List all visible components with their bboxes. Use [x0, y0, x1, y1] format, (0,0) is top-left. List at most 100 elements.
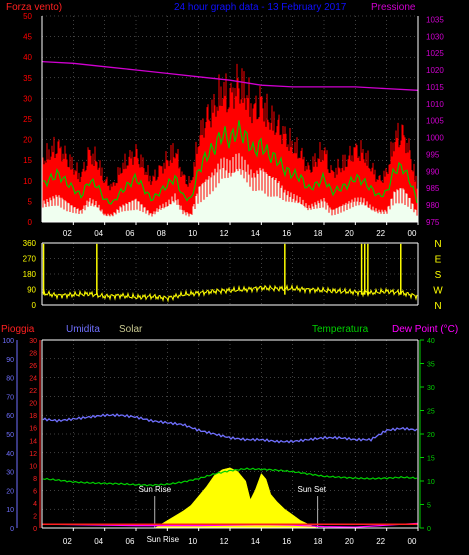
- humidity-tick-label: 10: [6, 507, 14, 514]
- x-tick-label: 18: [314, 537, 323, 546]
- temperature-line: [42, 467, 418, 487]
- direction-tick-label: 270: [23, 255, 37, 264]
- humidity-tick-label: 60: [6, 413, 14, 420]
- sunset-label: Sun Set: [297, 485, 326, 494]
- solar-area: [153, 467, 318, 529]
- humidity-tick-label: 50: [6, 432, 14, 439]
- rain-tick-label: 28: [29, 351, 37, 358]
- pressure-tick-label: 1035: [426, 15, 444, 24]
- wind-tick-label: 10: [23, 177, 32, 186]
- wind-avg-line: [42, 120, 418, 205]
- direction-tick-label: 180: [23, 270, 37, 279]
- temperature-tick-label: 10: [427, 479, 435, 486]
- pressure-tick-label: 990: [426, 167, 440, 176]
- rain-tick-label: 14: [29, 438, 37, 445]
- pressure-line: [41, 60, 419, 91]
- temperature-tick-label: 35: [427, 362, 435, 369]
- temperature-tick-label: 40: [427, 338, 435, 345]
- temperature-tick-label: 30: [427, 385, 435, 392]
- humidity-tick-label: 90: [6, 357, 14, 364]
- temperature-tick-label: 25: [427, 409, 435, 416]
- x-tick-label: 16: [282, 229, 291, 238]
- x-tick-label: 08: [157, 229, 166, 238]
- rain-tick-label: 6: [33, 488, 37, 495]
- pressure-tick-label: 1025: [426, 49, 444, 58]
- compass-label: S: [435, 270, 442, 281]
- wind-tick-label: 20: [23, 136, 32, 145]
- temperature-tick-label: 20: [427, 432, 435, 439]
- x-tick-label: 04: [94, 229, 103, 238]
- wind-direction-line: [42, 283, 418, 303]
- pressure-tick-label: 980: [426, 201, 440, 210]
- wind-pressure-panel: 0510152025303540455097598098599099510001…: [23, 12, 444, 238]
- humidity-tick-label: 40: [6, 451, 14, 458]
- x-tick-label: 10: [188, 537, 197, 546]
- rain-tick-label: 8: [33, 476, 37, 483]
- x-tick-label: 16: [282, 537, 291, 546]
- compass-label: E: [435, 255, 442, 266]
- humidity-tick-label: 20: [6, 488, 14, 495]
- pressure-axis-label: Pressione: [371, 2, 416, 13]
- rain-tick-label: 10: [29, 463, 37, 470]
- wind-tick-label: 0: [28, 218, 33, 227]
- wind-tick-label: 30: [23, 94, 32, 103]
- pressure-tick-label: 1020: [426, 66, 444, 75]
- compass-label: N: [434, 301, 441, 312]
- rain-tick-label: 12: [29, 451, 37, 458]
- humidity-tick-label: 0: [10, 526, 14, 533]
- x-tick-label: 02: [63, 229, 72, 238]
- rain-tick-label: 4: [33, 501, 37, 508]
- humidity-line: [42, 413, 418, 444]
- wind-tick-label: 40: [23, 53, 32, 62]
- pressure-tick-label: 1010: [426, 100, 444, 109]
- x-tick-label: 10: [188, 229, 197, 238]
- direction-tick-label: 90: [27, 286, 36, 295]
- rain-tick-label: 30: [29, 338, 37, 345]
- humidity-tick-label: 30: [6, 470, 14, 477]
- pressure-tick-label: 975: [426, 218, 440, 227]
- wind-tick-label: 35: [23, 74, 32, 83]
- compass-label: W: [433, 286, 443, 297]
- x-tick-label: 14: [251, 229, 260, 238]
- rain-tick-label: 20: [29, 401, 37, 408]
- direction-tick-label: 360: [23, 239, 37, 248]
- pressure-tick-label: 995: [426, 150, 440, 159]
- x-tick-label: 20: [345, 229, 354, 238]
- direction-tick-label: 0: [32, 301, 37, 310]
- sunrise-bottom-label: Sun Rise: [147, 535, 180, 544]
- x-tick-label: 20: [345, 537, 354, 546]
- compass-label: N: [434, 239, 441, 250]
- temperature-tick-label: 5: [427, 503, 431, 510]
- wind-tick-label: 50: [23, 12, 32, 21]
- solar-label: Solar: [119, 324, 143, 335]
- rain-tick-label: 18: [29, 413, 37, 420]
- x-tick-label: 04: [94, 537, 103, 546]
- chart-title: 24 hour graph data - 13 February 2017: [174, 2, 347, 13]
- x-tick-label: 00: [408, 537, 417, 546]
- x-tick-label: 00: [408, 229, 417, 238]
- sunrise-label: Sun Rise: [139, 485, 172, 494]
- rain-tick-label: 26: [29, 363, 37, 370]
- humidity-tick-label: 100: [2, 338, 14, 345]
- x-tick-label: 02: [63, 537, 72, 546]
- x-tick-label: 22: [376, 537, 385, 546]
- wind-axis-label: Forza vento): [6, 2, 62, 13]
- pressure-tick-label: 1000: [426, 134, 444, 143]
- dewpoint-line: [41, 522, 419, 528]
- rain-tick-label: 0: [33, 526, 37, 533]
- x-tick-label: 14: [251, 537, 260, 546]
- rain-tick-label: 2: [33, 513, 37, 520]
- humidity-tick-label: 80: [6, 376, 14, 383]
- rain-tick-label: 24: [29, 376, 37, 383]
- pressure-tick-label: 985: [426, 184, 440, 193]
- temperature-tick-label: 15: [427, 456, 435, 463]
- x-tick-label: 12: [220, 229, 229, 238]
- wind-tick-label: 25: [23, 115, 32, 124]
- temperature-tick-label: 0: [427, 526, 431, 533]
- rain-label: Pioggia: [1, 324, 35, 335]
- wind-tick-label: 45: [23, 33, 32, 42]
- pressure-tick-label: 1030: [426, 32, 444, 41]
